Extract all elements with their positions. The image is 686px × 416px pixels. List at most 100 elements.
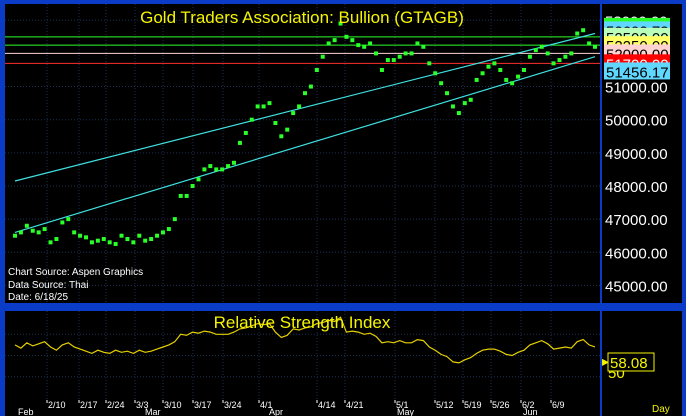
rsi-value-label: 58.08	[610, 355, 648, 372]
rsi-axis-labels: 50 ▸ 58.08	[602, 352, 655, 382]
data-source-note: Data Source: Thai	[8, 280, 88, 291]
price-point	[196, 177, 201, 182]
price-points	[13, 21, 597, 246]
rsi-axis: 50 ▸ 58.08	[602, 311, 682, 400]
price-point	[54, 237, 59, 242]
price-point	[107, 240, 112, 245]
price-point	[166, 227, 171, 232]
date-tick-label: 5/1	[396, 400, 409, 410]
price-point	[427, 61, 432, 66]
price-point	[486, 64, 491, 69]
price-point	[160, 230, 165, 235]
date-tick-label: 2/24	[107, 400, 125, 410]
price-point	[338, 21, 343, 26]
price-point	[255, 104, 260, 109]
date-tick-label: 5/19	[464, 400, 482, 410]
price-point	[439, 81, 444, 86]
price-point	[119, 233, 124, 238]
level-label: 51456.17	[606, 64, 669, 81]
price-point	[297, 104, 302, 109]
price-point	[178, 193, 183, 198]
price-point	[474, 77, 479, 82]
price-point	[172, 217, 177, 222]
price-point	[249, 117, 254, 122]
rsi-series	[14, 316, 596, 364]
price-point	[48, 240, 53, 245]
price-tick-label: 45000.00	[605, 278, 668, 295]
price-point	[533, 48, 538, 53]
price-point	[551, 61, 556, 66]
price-point	[60, 220, 65, 225]
price-point	[480, 71, 485, 76]
price-point	[516, 74, 521, 79]
price-point	[155, 233, 160, 238]
price-point	[362, 44, 367, 49]
price-point	[143, 238, 148, 243]
price-point	[368, 41, 373, 46]
price-point	[42, 227, 47, 232]
price-point	[350, 38, 355, 43]
trend-channel	[14, 32, 596, 233]
price-point	[450, 104, 455, 109]
price-point	[356, 43, 361, 48]
price-point	[332, 38, 337, 43]
price-axis-labels: 45000.00 46000.00 47000.00 48000.00 49000.00…	[604, 13, 670, 295]
price-point	[492, 61, 497, 66]
price-point	[184, 193, 189, 198]
chart-title: Gold Traders Association: Bullion (GTAGB…	[140, 8, 464, 27]
price-point	[468, 97, 473, 102]
price-tick-label: 46000.00	[605, 245, 668, 262]
month-label: Feb	[18, 407, 34, 416]
price-chart-panel: Gold Traders Association: Bullion (GTAGB…	[5, 4, 600, 303]
price-point	[84, 235, 89, 240]
price-point	[308, 84, 313, 89]
price-grid	[5, 4, 600, 303]
period-box: Day	[602, 400, 682, 416]
date-tick-label: 5/12	[436, 400, 454, 410]
price-point	[563, 54, 568, 59]
price-point	[291, 111, 296, 116]
date-axis: 2/10 2/17 2/24 3/3 3/10 3/17 3/24 4/1 4/14 4/21 5/…	[5, 400, 600, 416]
price-point	[89, 240, 94, 245]
price-point	[433, 71, 438, 76]
price-point	[285, 127, 290, 132]
date-tick-label: 5/26	[492, 400, 510, 410]
price-point	[379, 67, 384, 72]
price-point	[498, 67, 503, 72]
price-point	[539, 44, 544, 49]
date-axis-labels: 2/10 2/17 2/24 3/3 3/10 3/17 3/24 4/1 4/14 4/21 5/…	[18, 400, 565, 416]
price-point	[202, 167, 207, 172]
price-point	[521, 67, 526, 72]
price-point	[95, 238, 100, 243]
price-point	[66, 217, 71, 222]
price-chart: Gold Traders Association: Bullion (GTAGB…	[5, 4, 600, 303]
price-point	[149, 237, 154, 242]
price-point	[226, 164, 231, 169]
price-point	[575, 31, 580, 36]
price-tick-label: 51000.00	[605, 80, 668, 97]
price-point	[220, 167, 225, 172]
date-tick-label: 4/21	[346, 400, 364, 410]
date-tick-label: 6/2	[522, 400, 535, 410]
price-point	[273, 121, 278, 126]
date-tick-label: 2/10	[48, 400, 66, 410]
price-point	[125, 237, 130, 242]
date-tick-label: 4/1	[260, 400, 273, 410]
price-tick-label: 48000.00	[605, 179, 668, 196]
price-point	[403, 51, 408, 56]
level-label-box	[604, 62, 670, 80]
price-tick-label: 50000.00	[605, 113, 668, 130]
price-point	[527, 54, 532, 59]
date-tick-label: 2/17	[80, 400, 98, 410]
horizontal-levels	[5, 36, 600, 64]
date-tick-label: 3/24	[224, 400, 242, 410]
price-point	[208, 164, 213, 169]
rsi-title: Relative Strength Index	[214, 313, 391, 332]
month-label: Apr	[269, 407, 283, 416]
price-point	[113, 241, 118, 246]
price-point	[385, 58, 390, 63]
price-point	[314, 67, 319, 72]
price-point	[137, 233, 142, 238]
date-tick-label: 3/10	[164, 400, 182, 410]
date-tick-label: 6/9	[552, 400, 565, 410]
